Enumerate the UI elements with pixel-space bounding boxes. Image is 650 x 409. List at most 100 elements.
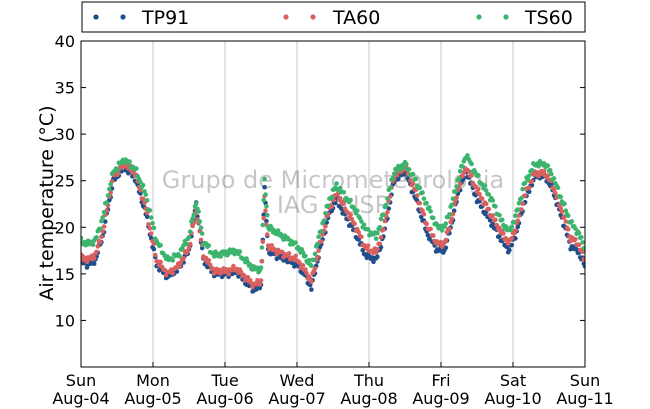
- data-point: [151, 225, 157, 231]
- data-point: [580, 249, 585, 254]
- data-point: [238, 270, 244, 275]
- data-point: [115, 167, 120, 172]
- data-point: [335, 191, 341, 197]
- data-point: [148, 215, 154, 220]
- data-point: [579, 235, 584, 240]
- data-point: [319, 229, 324, 234]
- x-tick-label-day: Sun: [66, 371, 96, 390]
- data-point: [431, 233, 436, 238]
- y-axis: 10 15 20 25 30 35 40: [55, 32, 585, 330]
- data-point: [515, 224, 521, 230]
- data-point: [408, 178, 413, 183]
- data-point: [447, 226, 452, 232]
- data-point: [385, 196, 390, 201]
- data-point: [196, 209, 201, 214]
- data-point: [81, 235, 84, 241]
- data-point: [108, 182, 113, 187]
- data-point: [477, 191, 482, 197]
- data-point: [153, 252, 158, 258]
- data-point: [355, 208, 360, 213]
- data-point: [360, 248, 366, 253]
- data-point: [582, 257, 585, 263]
- data-point: [420, 190, 425, 195]
- data-point: [582, 245, 585, 251]
- data-point: [558, 194, 563, 200]
- data-point: [337, 185, 343, 191]
- data-point: [97, 226, 103, 232]
- data-point: [323, 224, 328, 229]
- data-point: [559, 209, 565, 215]
- data-point: [385, 210, 390, 215]
- data-point: [311, 257, 317, 263]
- legend-entry-TS60: TS60: [476, 7, 573, 29]
- data-point: [454, 184, 459, 189]
- data-point: [511, 219, 517, 225]
- data-point: [551, 176, 557, 181]
- data-point: [453, 189, 458, 194]
- data-point: [286, 251, 292, 256]
- data-point: [529, 167, 535, 173]
- data-point: [417, 185, 423, 190]
- data-point: [262, 176, 267, 182]
- data-point: [275, 228, 281, 233]
- data-point: [144, 198, 150, 203]
- x-tick-label-day: Thu: [353, 371, 384, 390]
- data-point: [265, 232, 270, 237]
- data-point: [105, 193, 111, 198]
- data-point: [516, 213, 522, 218]
- legend: TP91 TA60 TS60: [81, 1, 586, 33]
- data-point: [325, 203, 331, 209]
- data-point: [306, 257, 312, 263]
- data-point: [396, 176, 401, 182]
- data-point: [309, 287, 314, 292]
- data-point: [421, 196, 427, 201]
- data-point: [513, 213, 518, 218]
- data-point: [365, 227, 371, 232]
- data-point: [198, 225, 204, 230]
- data-point: [525, 177, 531, 182]
- data-point: [460, 173, 465, 179]
- data-point: [321, 218, 327, 223]
- data-point: [473, 192, 478, 198]
- data-point: [100, 215, 105, 220]
- data-point: [428, 226, 433, 232]
- x-tick-label-day: Wed: [280, 371, 315, 390]
- data-point: [158, 242, 163, 248]
- data-point: [573, 226, 578, 231]
- data-point: [529, 179, 535, 184]
- x-tick-label-date: Aug-08: [340, 389, 397, 408]
- data-point: [382, 218, 388, 224]
- legend-label: TS60: [524, 7, 573, 29]
- x-axis: SunAug-04MonAug-05TueAug-06WedAug-07ThuA…: [52, 362, 614, 408]
- data-point: [428, 209, 433, 214]
- data-point: [253, 287, 259, 292]
- data-point: [431, 215, 436, 221]
- data-point: [449, 202, 455, 208]
- x-tick-label-date: Aug-11: [556, 389, 613, 408]
- data-point: [547, 168, 553, 173]
- data-point: [381, 227, 386, 232]
- data-point: [244, 256, 249, 261]
- data-point: [309, 263, 314, 269]
- data-point: [103, 219, 108, 224]
- data-point: [558, 206, 563, 211]
- data-point: [151, 241, 157, 247]
- data-point: [316, 234, 321, 239]
- data-point: [454, 195, 459, 200]
- data-point: [186, 245, 192, 251]
- data-point: [486, 206, 492, 212]
- data-point: [263, 192, 268, 197]
- data-point: [513, 236, 518, 241]
- legend-box: [81, 1, 586, 33]
- data-point: [519, 207, 524, 212]
- x-tick-label-date: Aug-06: [196, 389, 253, 408]
- data-point: [99, 234, 104, 240]
- data-point: [515, 207, 521, 212]
- data-point: [469, 173, 474, 178]
- data-point: [573, 236, 578, 242]
- data-point: [476, 186, 481, 192]
- data-point: [315, 254, 320, 260]
- data-point: [334, 181, 339, 186]
- data-point: [94, 235, 99, 240]
- data-point: [375, 254, 380, 259]
